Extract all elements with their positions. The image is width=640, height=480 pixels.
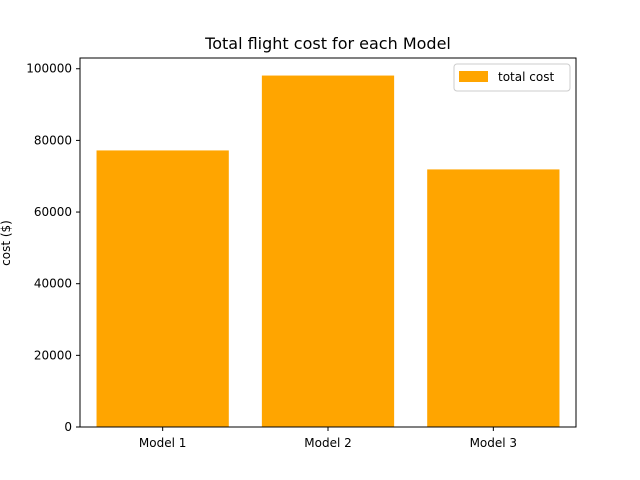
y-ticks: 0 20000 40000 60000 80000 100000 (26, 62, 80, 434)
bar-3 (427, 169, 560, 427)
y-tick-label: 100000 (26, 62, 72, 76)
x-tick-label: Model 1 (139, 436, 186, 450)
y-tick-label: 80000 (34, 133, 72, 147)
y-tick-label: 60000 (34, 205, 72, 219)
plot-frame (79, 57, 577, 428)
bars-layer (96, 75, 560, 427)
bar-1 (96, 150, 229, 427)
chart-title: Total flight cost for each Model (204, 34, 451, 53)
bar-2 (261, 75, 395, 427)
legend-swatch (459, 71, 488, 82)
y-tick-label: 0 (64, 420, 72, 434)
y-axis-label: cost ($) (0, 220, 13, 266)
legend-box (453, 63, 571, 92)
legend: total cost (453, 63, 571, 92)
legend-label: total cost (498, 70, 554, 84)
x-tick-label: Model 3 (470, 436, 517, 450)
y-tick-label: 40000 (34, 277, 72, 291)
x-ticks: Model 1 Model 2 Model 3 (139, 427, 517, 450)
y-tick-label: 20000 (34, 348, 72, 362)
x-tick-label: Model 2 (304, 436, 351, 450)
